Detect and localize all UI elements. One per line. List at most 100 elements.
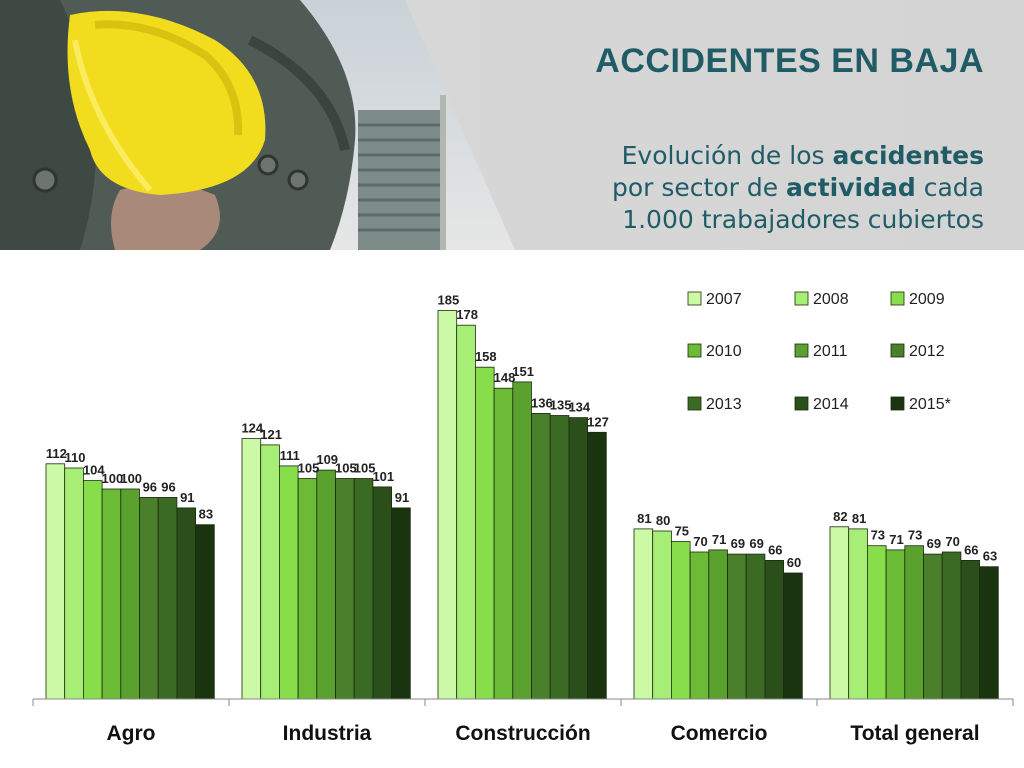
header-banner: ACCIDENTES EN BAJA Evolución de los acci… (0, 0, 1024, 250)
data-label: 111 (280, 448, 300, 463)
bar-construcción-2013 (549, 415, 570, 700)
bar-agro-2014 (176, 507, 196, 700)
data-label: 185 (438, 293, 460, 308)
bar-total-general-2013 (941, 551, 962, 700)
subtitle-text: por sector de (611, 173, 787, 202)
legend-swatch (794, 343, 809, 358)
bar-industria-2014 (372, 486, 392, 700)
bar-total-general-2010 (885, 549, 906, 700)
data-label: 96 (143, 479, 157, 494)
data-label: 104 (83, 463, 105, 478)
data-label: 151 (512, 364, 534, 379)
data-label: 110 (65, 450, 86, 465)
legend-label: 2010 (706, 343, 742, 360)
x-axis: Agro Industria Construcción Comercio Total g… (32, 698, 1014, 745)
bar-comercio-2008 (652, 530, 672, 700)
bar-comercio-2009 (671, 541, 691, 700)
bar-construcción-2011 (512, 381, 532, 700)
legend-label: 2007 (706, 291, 742, 308)
subtitle-bold-text: accidentes (832, 141, 984, 170)
bar-industria-2015 (391, 507, 411, 700)
legend-label: 2008 (813, 291, 849, 308)
bar-comercio-2007 (633, 528, 654, 700)
bar-industria-2009 (278, 465, 299, 700)
bar-total-general-2011 (904, 545, 924, 700)
category-label: Agro (107, 722, 156, 745)
data-label: 105 (298, 461, 320, 476)
data-label: 75 (675, 524, 689, 539)
legend-label: 2011 (813, 343, 848, 360)
legend-swatch (687, 291, 702, 306)
bar-construcción-2012 (531, 412, 551, 700)
bar-industria-2012 (335, 478, 355, 700)
data-label: 91 (180, 490, 194, 505)
bar-comercio-2015 (783, 572, 803, 700)
data-label: 101 (372, 469, 394, 484)
data-label: 71 (889, 532, 903, 547)
data-label: 135 (550, 398, 572, 413)
data-label: 91 (395, 490, 409, 505)
data-label: 73 (908, 528, 922, 543)
subtitle-text: Evolución de los (621, 141, 833, 170)
legend-label: 2014 (813, 396, 849, 413)
bar-industria-2008 (260, 444, 280, 700)
bar-agro-2013 (157, 496, 178, 700)
bar-comercio-2012 (727, 553, 747, 700)
bar-comercio-2010 (689, 551, 710, 700)
data-label: 96 (161, 479, 175, 494)
subtitle-text: cada (915, 173, 984, 202)
data-label: 136 (531, 395, 553, 410)
data-label: 66 (964, 542, 978, 557)
worker-helmet-photo (0, 0, 515, 250)
data-label: 81 (637, 511, 651, 526)
data-label: 63 (983, 549, 997, 564)
subtitle-bold-text: actividad (786, 173, 916, 202)
bar-industria-2013 (353, 478, 374, 700)
bar-construcción-2014 (568, 417, 589, 700)
bar-agro-2007 (45, 463, 66, 700)
data-label: 158 (475, 349, 497, 364)
category-label: Industria (283, 722, 372, 745)
data-label: 66 (768, 542, 782, 557)
bar-industria-2010 (297, 478, 318, 700)
data-label: 121 (260, 427, 282, 442)
bar-industria-2007 (241, 438, 262, 700)
legend-swatch (890, 291, 905, 306)
bar-industria-2011 (316, 469, 336, 700)
page-title: ACCIDENTES EN BAJA (595, 42, 984, 80)
category-label: Comercio (671, 722, 768, 745)
data-label: 69 (927, 536, 941, 551)
data-label: 109 (316, 452, 338, 467)
data-label: 82 (833, 509, 847, 524)
legend-swatch (687, 343, 702, 358)
data-label: 105 (335, 461, 357, 476)
bar-construcción-2015 (587, 431, 607, 700)
bar-comercio-2011 (708, 549, 728, 700)
category-label: Total general (850, 722, 979, 745)
category-label: Construcción (455, 722, 590, 745)
legend-swatch (687, 396, 702, 411)
data-label: 69 (749, 536, 763, 551)
legend-swatch (794, 291, 809, 306)
legend: 2007 2008 2009 2010 2011 2012 2013 2014 2015* (687, 291, 951, 413)
bar-agro-2012 (139, 496, 159, 700)
bar-agro-2008 (64, 467, 84, 700)
legend-swatch (890, 396, 905, 411)
bar-total-general-2007 (829, 526, 850, 700)
bar-total-general-2009 (867, 545, 887, 700)
data-label: 69 (731, 536, 745, 551)
bar-total-general-2012 (923, 553, 943, 700)
legend-label: 2012 (909, 343, 945, 360)
subtitle-text: 1.000 trabajadores cubiertos (622, 205, 984, 234)
page-subtitle: Evolución de los accidentes por sector d… (612, 140, 984, 236)
data-label: 134 (568, 400, 590, 415)
bar-agro-2010 (101, 488, 122, 700)
data-label: 178 (456, 307, 478, 322)
bar-construcción-2007 (437, 310, 458, 700)
bar-comercio-2013 (745, 553, 766, 700)
data-label: 73 (871, 528, 885, 543)
data-label: 124 (241, 421, 263, 436)
data-label: 70 (945, 534, 959, 549)
